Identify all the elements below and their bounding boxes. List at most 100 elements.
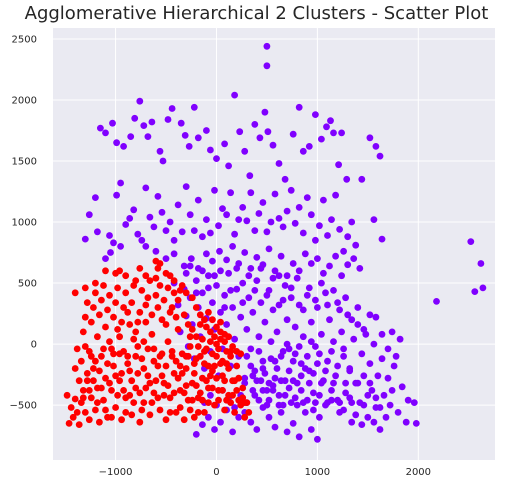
scatter-point-red xyxy=(215,397,222,404)
scatter-point-purple xyxy=(322,368,329,375)
scatter-point-red xyxy=(155,304,162,311)
scatter-point-purple xyxy=(245,272,252,279)
scatter-point-red xyxy=(74,409,81,416)
scatter-point-red xyxy=(191,370,198,377)
scatter-point-red xyxy=(177,404,184,411)
scatter-point-purple xyxy=(340,407,347,414)
scatter-point-purple xyxy=(211,426,218,433)
scatter-point-purple xyxy=(318,331,325,338)
scatter-point-red xyxy=(155,394,162,401)
scatter-point-purple xyxy=(229,304,236,311)
scatter-point-red xyxy=(116,350,123,357)
scatter-point-purple xyxy=(231,92,238,99)
scatter-point-red xyxy=(215,346,222,353)
scatter-point-red xyxy=(94,399,101,406)
scatter-point-purple xyxy=(120,143,127,150)
scatter-point-purple xyxy=(322,289,329,296)
scatter-point-purple xyxy=(348,316,355,323)
scatter-point-purple xyxy=(213,155,220,162)
scatter-point-purple xyxy=(188,255,195,262)
scatter-point-red xyxy=(227,399,234,406)
scatter-point-red xyxy=(239,385,246,392)
scatter-point-purple xyxy=(324,358,331,365)
scatter-point-purple xyxy=(258,299,265,306)
scatter-point-purple xyxy=(433,298,440,305)
scatter-point-red xyxy=(181,311,188,318)
scatter-point-red xyxy=(88,394,95,401)
scatter-point-purple xyxy=(182,132,189,139)
scatter-point-red xyxy=(64,392,71,399)
scatter-point-purple xyxy=(276,392,283,399)
scatter-point-purple xyxy=(251,392,258,399)
scatter-point-purple xyxy=(344,233,351,240)
scatter-point-red xyxy=(96,419,103,426)
scatter-point-purple xyxy=(175,202,182,209)
scatter-point-red xyxy=(104,360,111,367)
scatter-point-purple xyxy=(308,426,315,433)
scatter-point-red xyxy=(82,343,89,350)
scatter-point-purple xyxy=(288,294,295,301)
scatter-point-purple xyxy=(82,236,89,243)
scatter-point-purple xyxy=(480,285,487,292)
scatter-point-red xyxy=(185,353,192,360)
scatter-point-red xyxy=(82,285,89,292)
scatter-point-purple xyxy=(217,267,224,274)
scatter-point-red xyxy=(163,321,170,328)
scatter-point-purple xyxy=(187,211,194,218)
scatter-point-red xyxy=(128,299,135,306)
scatter-point-purple xyxy=(284,208,291,215)
scatter-point-red xyxy=(106,292,113,299)
scatter-point-red xyxy=(201,316,208,323)
scatter-point-red xyxy=(167,309,174,316)
scatter-point-red xyxy=(153,275,160,282)
y-tick-label: 500 xyxy=(18,279,37,290)
scatter-point-purple xyxy=(282,176,289,183)
scatter-point-purple xyxy=(296,267,303,274)
scatter-point-red xyxy=(112,372,119,379)
scatter-point-purple xyxy=(330,287,337,294)
scatter-point-purple xyxy=(219,205,226,212)
scatter-point-purple xyxy=(209,258,216,265)
scatter-point-purple xyxy=(239,299,246,306)
scatter-point-purple xyxy=(312,297,319,304)
scatter-point-red xyxy=(151,358,158,365)
scatter-point-purple xyxy=(203,216,210,223)
scatter-point-purple xyxy=(280,224,287,231)
scatter-point-red xyxy=(82,314,89,321)
scatter-point-purple xyxy=(241,148,248,155)
scatter-point-red xyxy=(124,353,131,360)
scatter-point-purple xyxy=(393,353,400,360)
scatter-point-purple xyxy=(127,133,134,140)
scatter-point-red xyxy=(100,282,107,289)
scatter-point-purple xyxy=(318,136,325,143)
scatter-point-purple xyxy=(296,204,303,211)
scatter-point-red xyxy=(72,365,79,372)
y-tick-label: 0 xyxy=(31,340,37,351)
scatter-point-red xyxy=(142,272,149,279)
scatter-point-purple xyxy=(292,324,299,331)
scatter-point-purple xyxy=(342,294,349,301)
scatter-point-purple xyxy=(348,219,355,226)
scatter-point-purple xyxy=(211,187,218,194)
scatter-point-purple xyxy=(326,263,333,270)
scatter-point-purple xyxy=(282,282,289,289)
scatter-point-purple xyxy=(316,414,323,421)
scatter-point-red xyxy=(76,377,83,384)
scatter-point-purple xyxy=(131,115,138,122)
scatter-point-purple xyxy=(306,380,313,387)
scatter-point-purple xyxy=(300,307,307,314)
scatter-point-purple xyxy=(360,372,367,379)
scatter-point-purple xyxy=(178,120,185,127)
scatter-point-purple xyxy=(270,382,277,389)
scatter-point-purple xyxy=(467,238,474,245)
scatter-point-red xyxy=(68,404,75,411)
scatter-point-purple xyxy=(391,363,398,370)
scatter-point-purple xyxy=(286,368,293,375)
scatter-point-red xyxy=(181,390,188,397)
scatter-point-red xyxy=(235,375,242,382)
scatter-point-purple xyxy=(122,221,129,228)
scatter-point-purple xyxy=(332,372,339,379)
scatter-point-red xyxy=(140,399,147,406)
scatter-point-purple xyxy=(371,341,378,348)
scatter-point-red xyxy=(116,267,123,274)
